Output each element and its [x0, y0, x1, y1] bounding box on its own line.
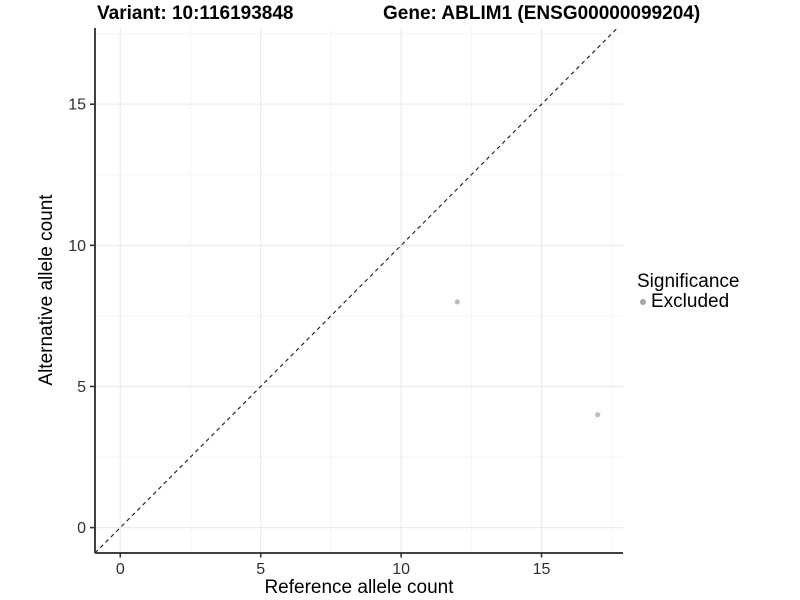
svg-text:15: 15 — [533, 561, 551, 578]
x-axis-title: Reference allele count — [264, 577, 454, 598]
y-axis-title: Alternative allele count — [36, 194, 57, 386]
legend: Significance Excluded — [637, 271, 739, 312]
svg-text:0: 0 — [77, 520, 86, 537]
excluded-point-marker-icon — [640, 299, 646, 305]
plot-title-gene: Gene: ABLIM1 (ENSG00000099204) — [383, 3, 701, 24]
plot-title-variant: Variant: 10:116193848 — [97, 3, 294, 24]
svg-text:10: 10 — [392, 561, 410, 578]
svg-text:0: 0 — [116, 561, 125, 578]
svg-text:10: 10 — [68, 238, 86, 255]
legend-title: Significance — [637, 271, 740, 292]
legend-item-label: Excluded — [651, 291, 730, 312]
svg-text:5: 5 — [256, 561, 265, 578]
svg-text:15: 15 — [68, 97, 86, 114]
legend-item-excluded: Excluded — [637, 292, 739, 312]
svg-text:5: 5 — [77, 379, 86, 396]
plot-panel: 0 5 10 15 0 5 10 15 — [68, 27, 623, 578]
